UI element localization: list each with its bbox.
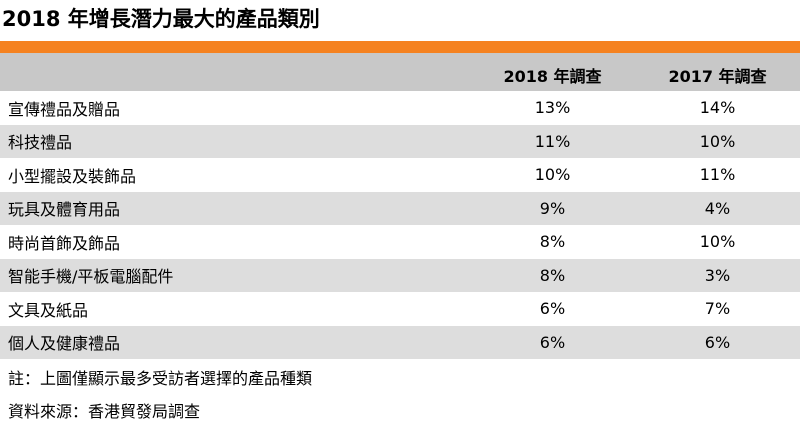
source-note: 資料來源：香港貿發局調查 <box>8 402 201 421</box>
row-value-2018: 11% <box>534 131 571 151</box>
row-category: 智能手機/平板電腦配件 <box>8 267 174 287</box>
row-category: 宣傳禮品及贈品 <box>8 99 121 119</box>
data-table: 2018 年調查 2017 年調查 宣傳禮品及贈品 13% 14% 科技禮品 1… <box>0 53 800 359</box>
page-title: 2018 年增長潛力最大的產品類別 <box>2 7 320 31</box>
row-value-2017: 10% <box>699 232 736 252</box>
table-row: 宣傳禮品及贈品 13% 14% <box>0 91 800 125</box>
header-2017: 2017 年調查 <box>668 67 767 86</box>
table-header-row: 2018 年調查 2017 年調查 <box>0 53 800 91</box>
row-category: 科技禮品 <box>8 133 73 153</box>
row-value-2017: 11% <box>699 165 736 185</box>
table-row: 小型擺設及裝飾品 10% 11% <box>0 158 800 192</box>
row-value-2018: 8% <box>539 265 566 285</box>
row-category: 時尚首飾及飾品 <box>8 233 121 253</box>
row-category: 個人及健康禮品 <box>8 334 121 354</box>
row-category: 文具及紙品 <box>8 300 89 320</box>
footnote: 註：上圖僅顯示最多受訪者選擇的產品種類 <box>8 369 313 388</box>
table-row: 時尚首飾及飾品 8% 10% <box>0 225 800 259</box>
table-row: 玩具及體育用品 9% 4% <box>0 191 800 225</box>
header-category <box>0 53 470 91</box>
row-value-2018: 10% <box>534 165 571 185</box>
table-row: 智能手機/平板電腦配件 8% 3% <box>0 258 800 292</box>
row-value-2017: 4% <box>704 198 731 218</box>
row-value-2018: 9% <box>539 198 566 218</box>
row-value-2018: 6% <box>539 299 566 319</box>
table-row: 個人及健康禮品 6% 6% <box>0 325 800 359</box>
row-value-2017: 6% <box>704 332 731 352</box>
row-value-2017: 10% <box>699 131 736 151</box>
row-value-2018: 6% <box>539 332 566 352</box>
accent-bar <box>0 41 800 53</box>
row-category: 玩具及體育用品 <box>8 200 121 220</box>
row-value-2018: 8% <box>539 232 566 252</box>
row-value-2018: 13% <box>534 98 571 118</box>
row-value-2017: 3% <box>704 265 731 285</box>
row-value-2017: 7% <box>704 299 731 319</box>
row-value-2017: 14% <box>699 98 736 118</box>
header-2018: 2018 年調查 <box>503 67 602 86</box>
row-category: 小型擺設及裝飾品 <box>8 166 137 186</box>
table-row: 文具及紙品 6% 7% <box>0 292 800 326</box>
table-row: 科技禮品 11% 10% <box>0 124 800 158</box>
